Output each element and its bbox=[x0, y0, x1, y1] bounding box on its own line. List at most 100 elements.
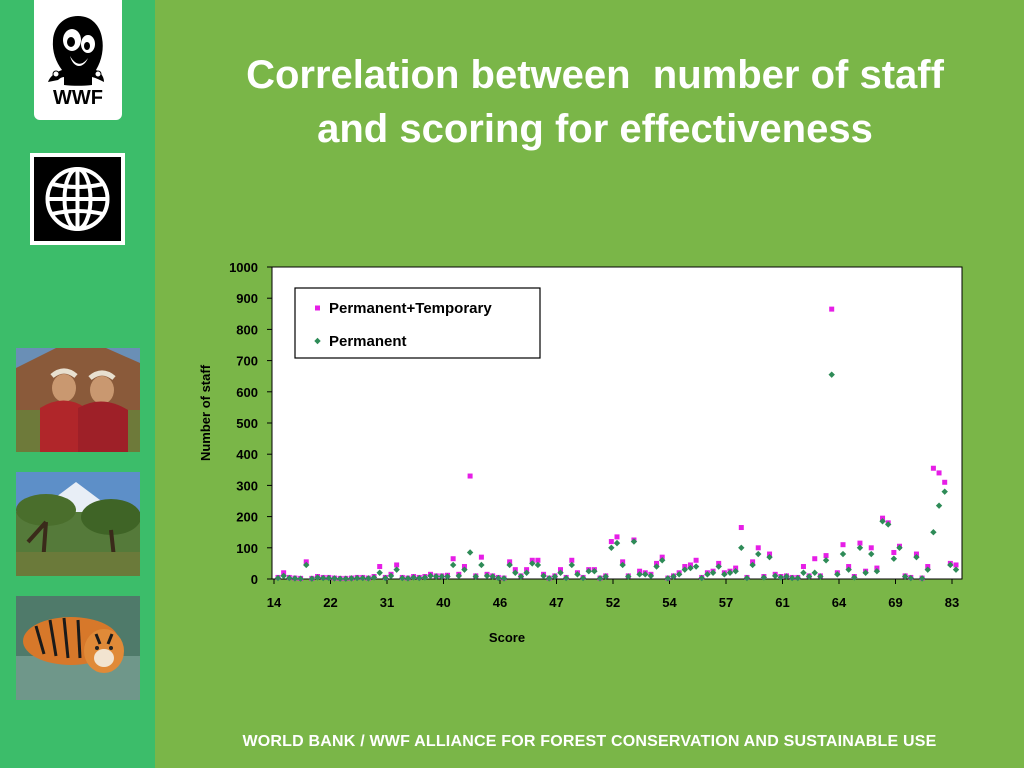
point-permanent bbox=[856, 544, 864, 551]
photo-landscape bbox=[16, 472, 140, 576]
point-permanent-temporary bbox=[812, 556, 818, 562]
y-tick-label: 800 bbox=[236, 322, 258, 337]
point-permanent-temporary bbox=[800, 564, 806, 570]
point-permanent bbox=[743, 574, 751, 582]
point-permanent-temporary bbox=[614, 534, 620, 540]
photo-people bbox=[16, 348, 140, 452]
wwf-logo: WWF bbox=[34, 0, 122, 120]
point-permanent bbox=[438, 573, 446, 580]
point-permanent bbox=[500, 575, 508, 582]
y-tick-label: 700 bbox=[236, 354, 258, 369]
x-tick-label: 83 bbox=[945, 595, 959, 610]
point-permanent bbox=[952, 566, 960, 573]
point-permanent bbox=[907, 574, 914, 582]
x-tick-label: 69 bbox=[888, 595, 902, 610]
point-permanent-temporary bbox=[467, 473, 473, 479]
point-permanent bbox=[342, 575, 349, 582]
point-permanent bbox=[941, 488, 948, 495]
point-permanent-temporary bbox=[823, 553, 829, 559]
point-permanent bbox=[862, 569, 869, 576]
point-permanent bbox=[297, 575, 304, 582]
legend-marker-permanent-temporary bbox=[315, 305, 320, 311]
x-tick-label: 64 bbox=[832, 595, 847, 610]
point-permanent-temporary bbox=[569, 557, 575, 563]
panda-icon: WWF bbox=[48, 16, 104, 109]
point-permanent-temporary bbox=[891, 549, 897, 555]
x-tick-label: 61 bbox=[775, 595, 789, 610]
point-permanent bbox=[472, 573, 479, 580]
point-permanent bbox=[523, 569, 530, 576]
point-permanent-temporary bbox=[942, 479, 948, 485]
point-permanent bbox=[664, 575, 672, 582]
point-permanent-temporary bbox=[377, 564, 383, 570]
y-tick-label: 100 bbox=[236, 541, 258, 556]
point-permanent bbox=[365, 575, 372, 582]
y-tick-label: 900 bbox=[236, 291, 258, 306]
point-permanent bbox=[404, 575, 412, 582]
x-tick-label: 22 bbox=[323, 595, 337, 610]
globe-icon bbox=[45, 167, 110, 231]
point-permanent bbox=[709, 569, 717, 576]
point-permanent-temporary bbox=[478, 554, 484, 560]
point-permanent-temporary bbox=[868, 545, 874, 551]
y-tick-label: 0 bbox=[251, 572, 258, 587]
point-permanent bbox=[331, 575, 338, 582]
x-axis-label: Score bbox=[489, 630, 525, 645]
point-permanent bbox=[557, 569, 564, 576]
x-tick-label: 40 bbox=[436, 595, 450, 610]
x-tick-label: 31 bbox=[380, 595, 394, 610]
point-permanent-temporary bbox=[930, 465, 936, 471]
point-permanent bbox=[529, 560, 536, 567]
point-permanent bbox=[466, 549, 474, 556]
chart-svg: 0 100 200 300 400 500 600 700 800 900 1000 14 22 31 40… bbox=[198, 260, 963, 645]
point-permanent bbox=[800, 569, 807, 576]
x-tick-label: 54 bbox=[662, 595, 677, 610]
point-permanent-temporary bbox=[450, 556, 456, 562]
legend-marker-permanent bbox=[314, 337, 321, 345]
point-permanent bbox=[935, 502, 943, 509]
legend bbox=[294, 287, 541, 359]
scatter-chart: 0 100 200 300 400 500 600 700 800 900 1000 14 22 31 40… bbox=[180, 250, 1000, 670]
point-permanent-temporary bbox=[738, 525, 744, 531]
x-tick-label: 14 bbox=[267, 595, 282, 610]
sidebar: WWF bbox=[0, 0, 155, 768]
point-permanent-temporary bbox=[840, 542, 846, 548]
title-line-2: and scoring for effectiveness bbox=[317, 107, 873, 151]
point-permanent bbox=[913, 553, 920, 561]
point-permanent bbox=[738, 544, 745, 551]
point-permanent bbox=[918, 575, 926, 582]
point-permanent bbox=[647, 572, 655, 580]
point-permanent-temporary bbox=[394, 562, 400, 568]
title-line-1: Correlation between number of staff bbox=[246, 53, 944, 97]
point-permanent bbox=[489, 573, 496, 580]
point-permanent bbox=[585, 568, 592, 575]
legend-label: Permanent+Temporary bbox=[329, 300, 492, 317]
point-permanent-temporary bbox=[857, 540, 863, 546]
point-permanent bbox=[461, 566, 468, 573]
point-permanent-temporary bbox=[936, 470, 942, 476]
point-permanent bbox=[851, 574, 858, 581]
y-tick-label: 500 bbox=[236, 416, 258, 431]
point-permanent bbox=[387, 572, 395, 580]
legend-label: Permanent bbox=[329, 333, 407, 350]
point-permanent bbox=[794, 574, 801, 582]
x-tick-label: 46 bbox=[493, 595, 507, 610]
point-permanent bbox=[726, 569, 734, 576]
point-permanent bbox=[308, 575, 316, 582]
y-axis-label: Number of staff bbox=[198, 364, 213, 461]
point-permanent-temporary bbox=[608, 539, 614, 545]
point-permanent bbox=[483, 572, 491, 580]
point-permanent-temporary bbox=[829, 306, 835, 312]
point-permanent bbox=[692, 563, 700, 570]
point-permanent bbox=[336, 575, 344, 582]
point-permanent bbox=[444, 573, 451, 580]
y-tick-label: 1000 bbox=[229, 260, 258, 275]
point-permanent bbox=[376, 569, 383, 576]
point-permanent bbox=[613, 539, 621, 547]
world-bank-logo bbox=[30, 153, 125, 245]
point-permanent bbox=[291, 575, 299, 582]
point-permanent-temporary bbox=[953, 562, 959, 568]
point-permanent bbox=[766, 553, 773, 561]
point-permanent-temporary bbox=[693, 557, 699, 563]
wwf-logo-text: WWF bbox=[53, 87, 103, 109]
